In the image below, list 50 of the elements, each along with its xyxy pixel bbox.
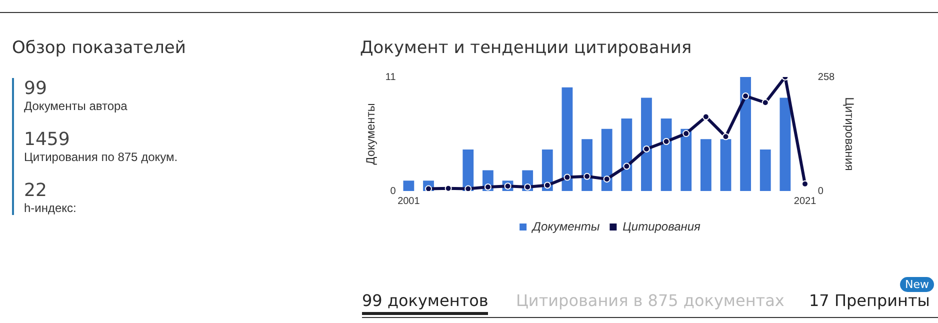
point xyxy=(603,176,610,183)
point xyxy=(762,99,769,106)
point xyxy=(623,162,630,170)
bar xyxy=(403,180,414,191)
bar xyxy=(601,128,612,191)
text: 17 Препринты xyxy=(809,291,930,310)
bar xyxy=(680,128,692,191)
bar xyxy=(660,118,672,191)
text: 22 xyxy=(24,180,48,201)
point xyxy=(722,133,730,140)
bar xyxy=(562,87,573,191)
x-tick-label: 2001 xyxy=(398,196,420,207)
point xyxy=(584,172,591,180)
y2-tick-label: 0 xyxy=(818,186,824,197)
bar xyxy=(582,139,592,191)
y2-axis-title: Цитирования xyxy=(842,97,856,171)
text: Документы автора xyxy=(24,99,128,113)
point xyxy=(484,184,492,191)
bar xyxy=(720,139,732,191)
y-tick-label: 11 xyxy=(385,72,396,83)
y2-tick-label: 258 xyxy=(818,72,836,83)
text: 99 документов xyxy=(362,291,488,315)
bar xyxy=(760,150,771,191)
point xyxy=(544,182,551,189)
bar xyxy=(621,118,632,191)
text: Цитирования по 875 докум. xyxy=(24,150,179,164)
bar xyxy=(740,77,752,191)
point xyxy=(662,138,670,146)
point xyxy=(564,174,571,181)
text: Обзор показателей xyxy=(12,38,187,58)
text: 1459 xyxy=(24,129,71,150)
legend-label: Документы xyxy=(530,219,600,234)
point xyxy=(642,146,650,153)
point xyxy=(444,184,452,191)
legend-label: Цитирования xyxy=(622,219,702,234)
point xyxy=(682,130,690,138)
y-axis-title: Документы xyxy=(364,103,378,165)
chart-title: Документ и тенденции цитирования xyxy=(360,38,693,58)
text: New xyxy=(900,277,934,292)
text: h-индекс: xyxy=(24,201,78,215)
text: Цитирования в 875 документах xyxy=(516,291,784,310)
bar xyxy=(700,139,712,191)
x-tick-label: 2021 xyxy=(794,196,817,207)
text: 99 xyxy=(24,78,48,99)
point xyxy=(464,185,472,191)
bar xyxy=(780,98,791,191)
point xyxy=(702,113,710,120)
point xyxy=(524,184,532,191)
point xyxy=(742,92,750,100)
bar xyxy=(641,98,652,191)
